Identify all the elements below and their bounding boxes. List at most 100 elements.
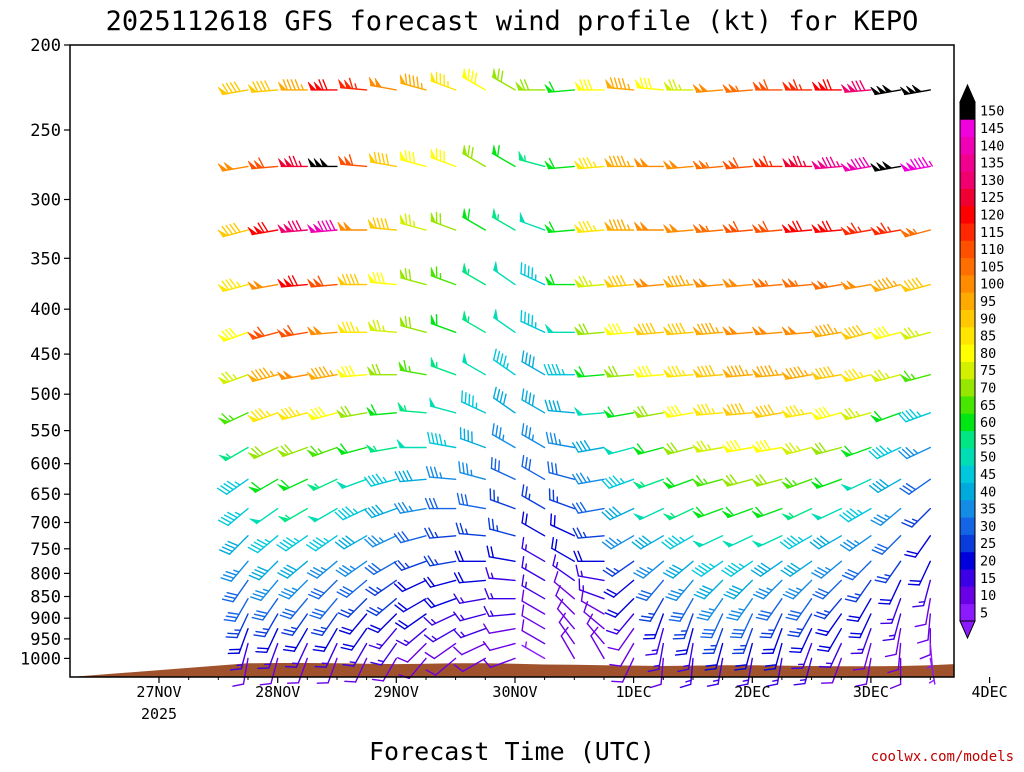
wind-barb xyxy=(840,445,872,458)
barb-pennant xyxy=(366,407,377,416)
barb-flag xyxy=(859,80,866,92)
barb-flag xyxy=(641,323,649,335)
barb-pennant xyxy=(811,160,822,169)
y-tick-label: 950 xyxy=(30,630,61,650)
barb-flag xyxy=(848,615,861,619)
wind-barb xyxy=(723,579,753,600)
wind-barb xyxy=(282,628,308,652)
barb-half-flag xyxy=(524,563,528,571)
wind-barb xyxy=(310,613,338,636)
barb-flag xyxy=(262,367,271,378)
barb-flag xyxy=(398,620,409,628)
barb-pennant xyxy=(698,83,709,92)
barb-flag xyxy=(256,610,269,615)
wind-barb xyxy=(547,461,575,480)
legend-label: 45 xyxy=(980,467,996,483)
barb-flag xyxy=(376,217,382,230)
barb-flag xyxy=(393,561,403,571)
barb-flag xyxy=(424,497,431,510)
barb-half-flag xyxy=(745,369,750,376)
barb-flag xyxy=(674,633,687,636)
barb-half-flag xyxy=(460,597,465,604)
barb-flag xyxy=(726,404,734,416)
wind-barb xyxy=(545,324,575,333)
barb-half-flag xyxy=(823,281,829,288)
barb-half-flag xyxy=(434,559,439,566)
wind-barb xyxy=(521,556,546,582)
barb-flag xyxy=(329,219,336,231)
barb-flag xyxy=(370,624,382,631)
barb-pennant xyxy=(253,330,264,338)
barb-flag xyxy=(705,664,718,667)
wind-barb xyxy=(453,657,486,673)
barb-half-flag xyxy=(711,407,716,415)
barb-flag xyxy=(871,549,883,555)
barb-flag xyxy=(755,441,763,452)
barb-half-flag xyxy=(470,469,473,477)
barb-flag xyxy=(870,519,882,527)
barb-half-flag xyxy=(619,478,625,484)
barb-pennant xyxy=(752,540,764,548)
barb-flag xyxy=(608,219,615,231)
wind-barb xyxy=(722,535,753,548)
barb-flag xyxy=(730,365,738,377)
barb-flag xyxy=(491,518,495,531)
barb-flag xyxy=(875,447,885,456)
barb-half-flag xyxy=(886,618,894,621)
wind-barb xyxy=(247,367,279,383)
legend-label: 25 xyxy=(980,536,996,552)
barb-flag xyxy=(903,280,912,291)
barb-half-flag xyxy=(408,505,413,512)
barb-flag xyxy=(257,566,269,572)
wind-barb xyxy=(544,157,575,170)
barb-flag xyxy=(408,214,412,227)
barb-pennant xyxy=(812,81,822,91)
barb-flag xyxy=(496,350,501,363)
barb-half-flag xyxy=(626,224,631,231)
legend-label: 75 xyxy=(980,363,996,379)
wind-barb xyxy=(752,220,783,233)
barb-half-flag xyxy=(506,363,509,370)
barb-flag xyxy=(854,158,862,169)
barb-flag xyxy=(401,531,410,542)
barb-flag xyxy=(733,648,746,651)
barb-flag xyxy=(734,403,742,415)
wind-barb xyxy=(880,598,902,625)
barb-pennant xyxy=(367,366,377,376)
wind-barb xyxy=(521,604,546,630)
barb-flag xyxy=(605,509,615,519)
barb-flag xyxy=(255,650,268,653)
barb-flag xyxy=(850,158,858,170)
barb-pennant xyxy=(876,225,887,234)
barb-flag xyxy=(661,541,672,550)
wind-barb xyxy=(812,79,842,91)
barb-flag xyxy=(404,149,408,162)
wind-barb xyxy=(493,261,516,286)
legend-label: 85 xyxy=(980,329,996,345)
wind-barb xyxy=(394,598,427,613)
barb-shaft xyxy=(590,635,605,660)
barb-pennant xyxy=(462,263,468,275)
barb-half-flag xyxy=(373,445,378,452)
wind-barb xyxy=(336,443,368,455)
wind-barb xyxy=(395,628,427,647)
wind-barb xyxy=(638,598,664,622)
wind-barb xyxy=(702,628,724,655)
barb-flag xyxy=(788,588,800,594)
barb-pennant xyxy=(692,369,703,378)
barb-pennant xyxy=(605,79,614,89)
barb-flag xyxy=(738,365,746,377)
barb-flag xyxy=(643,77,649,90)
wind-barb xyxy=(367,271,397,286)
barb-flag xyxy=(647,668,660,673)
barb-flag xyxy=(579,472,587,484)
barb-flag xyxy=(552,554,557,567)
barb-flag xyxy=(575,564,580,577)
barb-flag xyxy=(459,522,465,535)
barb-flag xyxy=(855,80,862,92)
barb-pennant xyxy=(337,221,347,231)
barb-pennant xyxy=(344,79,353,89)
barb-flag xyxy=(816,648,829,652)
wind-barb xyxy=(394,613,427,630)
wind-barb xyxy=(780,560,813,577)
